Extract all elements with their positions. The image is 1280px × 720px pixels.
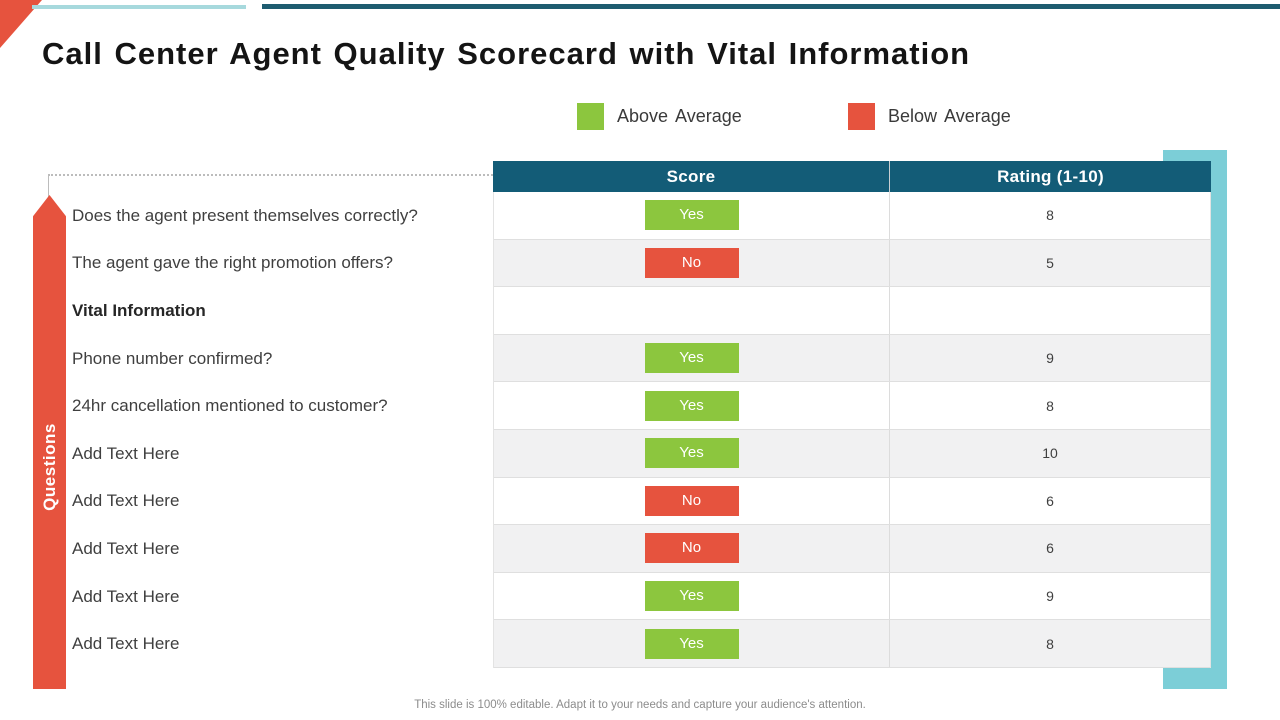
rating-value: 6 <box>1046 540 1054 557</box>
rating-value: 9 <box>1046 350 1054 367</box>
question-label: Add Text Here <box>72 443 180 463</box>
above-average-swatch-icon <box>577 103 604 130</box>
table-row: No 6 <box>494 525 1210 573</box>
question-label: Add Text Here <box>72 538 180 558</box>
score-badge: No <box>644 247 739 278</box>
legend-item-below-average: Below Average <box>848 103 1011 130</box>
rating-value: 9 <box>1046 588 1054 605</box>
scorecard-table: Score Rating (1-10) Yes 8 No 5 Yes 9 Yes 8 Yes 10… <box>493 161 1211 668</box>
question-label: Does the agent present themselves correc… <box>72 205 418 225</box>
right-bracket-bottom-cap <box>1163 668 1226 689</box>
legend-label: Above Average <box>617 106 742 126</box>
score-cell: Yes <box>494 334 890 382</box>
questions-list: Does the agent present themselves correc… <box>72 192 488 668</box>
question-label: The agent gave the right promotion offer… <box>72 253 393 273</box>
dotted-connector-line <box>48 174 493 176</box>
score-cell: Yes <box>494 382 890 429</box>
questions-arrow-label: Questions <box>39 423 59 511</box>
score-cell: No <box>494 525 890 572</box>
table-row: Yes 10 <box>494 429 1210 478</box>
score-cell: Yes <box>494 620 890 667</box>
rating-value <box>890 287 1210 334</box>
footer-note: This slide is 100% editable. Adapt it to… <box>414 699 866 711</box>
score-cell: Yes <box>494 572 890 620</box>
score-badge: No <box>644 485 739 516</box>
table-row: Yes 8 <box>494 382 1210 430</box>
rating-value: 8 <box>1046 397 1054 414</box>
rating-value: 10 <box>1042 445 1058 462</box>
table-row: Yes 9 <box>494 572 1210 621</box>
score-cell: Yes <box>494 192 890 239</box>
score-badge: Yes <box>644 390 739 421</box>
score-cell: Yes <box>494 429 890 477</box>
page-title: Call Center Agent Quality Scorecard with… <box>42 36 971 71</box>
dotted-connector-drop <box>48 175 49 198</box>
table-body: Yes 8 No 5 Yes 9 Yes 8 Yes 10 No 6 No 6 Yes 9 Yes 8 <box>493 192 1211 668</box>
score-badge: Yes <box>644 628 739 659</box>
below-average-swatch-icon <box>848 103 875 130</box>
question-label: Add Text Here <box>72 491 180 511</box>
score-cell: No <box>494 477 890 525</box>
score-badge: Yes <box>644 438 739 469</box>
question-label: Phone number confirmed? <box>72 348 273 368</box>
score-column-header: Score <box>493 161 890 192</box>
rating-value: 8 <box>1046 207 1054 224</box>
table-row: Yes 9 <box>494 334 1210 383</box>
score-badge: Yes <box>644 581 739 612</box>
legend-item-above-average: Above Average <box>577 103 742 130</box>
score-cell <box>494 287 890 334</box>
table-row: Yes 8 <box>494 192 1210 240</box>
question-label: 24hr cancellation mentioned to customer? <box>72 396 388 416</box>
table-header-row: Score Rating (1-10) <box>493 161 1211 192</box>
table-row: No 5 <box>494 239 1210 288</box>
question-label: Add Text Here <box>72 634 180 654</box>
section-label: Vital Information <box>72 300 206 320</box>
rating-value: 8 <box>1046 635 1054 652</box>
table-row: Yes 8 <box>494 620 1210 668</box>
score-badge: No <box>644 533 739 564</box>
legend-label: Below Average <box>888 106 1011 126</box>
score-badge: Yes <box>644 343 739 374</box>
rating-value: 5 <box>1046 254 1054 271</box>
rating-column-header: Rating (1-10) <box>997 166 1104 186</box>
question-label: Add Text Here <box>72 586 180 606</box>
score-badge: Yes <box>644 200 739 231</box>
top-accent-line-light <box>32 5 246 9</box>
score-cell: No <box>494 239 890 287</box>
table-row: No 6 <box>494 477 1210 526</box>
rating-value: 6 <box>1046 492 1054 509</box>
right-bracket-top-cap <box>1163 150 1227 161</box>
right-bracket-bar <box>1211 150 1227 689</box>
questions-arrow-banner: Questions <box>33 195 66 689</box>
table-row <box>494 287 1210 335</box>
top-accent-line-dark <box>262 4 1280 9</box>
